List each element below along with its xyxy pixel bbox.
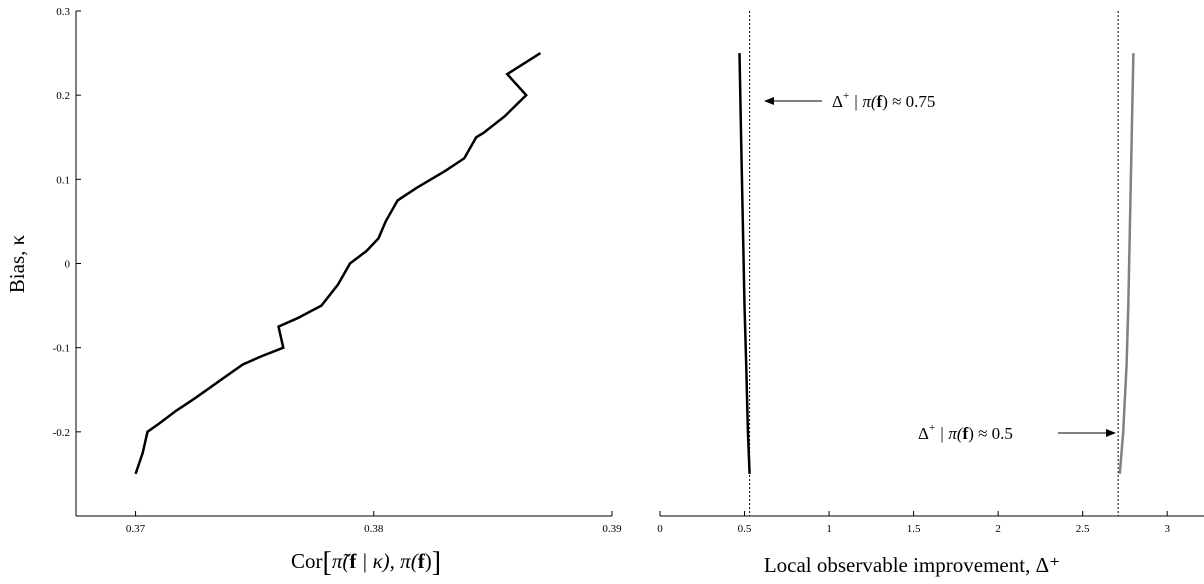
arrowhead-right-icon — [1106, 429, 1116, 437]
x-tick-label: 3 — [1164, 523, 1170, 535]
x-tick-label: 1.5 — [907, 523, 921, 535]
series-line-bias-vs-correlation — [134, 52, 542, 475]
annotation-0-75: Δ+ | π(f) ≈ 0.75 — [832, 90, 935, 111]
x-tick-label: 2 — [995, 523, 1001, 535]
left-y-axis-label: Bias, κ — [5, 234, 29, 293]
x-tick-label: 0.38 — [364, 523, 384, 535]
y-tick-label: 0.1 — [56, 174, 70, 186]
x-tick-label: 0.5 — [738, 523, 752, 535]
x-tick-label: 0 — [657, 523, 663, 535]
x-tick-label: 0.37 — [126, 523, 146, 535]
right-x-axis-label: Local observable improvement, Δ⁺ — [764, 553, 1060, 577]
left-panel: 0.30.20.10-0.1-0.2 0.37 0.38 0.39 Bias, κ … — [5, 6, 622, 578]
series-line-gray — [1118, 53, 1135, 475]
y-tick-label: -0.2 — [53, 427, 70, 439]
y-tick-label: 0 — [65, 259, 71, 271]
x-tick-label: 2.5 — [1076, 523, 1090, 535]
x-tick-label: 1 — [826, 523, 832, 535]
series-line-black — [738, 53, 751, 474]
left-x-axis-label: Cor[π̃(f | κ), π(f)] — [291, 547, 441, 578]
y-tick-label: 0.2 — [56, 90, 70, 102]
x-tick-label: 0.39 — [602, 523, 622, 535]
y-tick-label: -0.1 — [53, 343, 70, 355]
annotation-0-5: Δ+ | π(f) ≈ 0.5 — [918, 422, 1013, 443]
left-y-ticks: 0.3 0.2 0.1 0 -0.1 -0.2 — [53, 6, 81, 439]
right-panel: 0 0.5 1 1.5 2 2.5 3 Δ+ | π(f) ≈ 0.75 Δ+ | π(f)… — [657, 11, 1204, 577]
y-tick-label: 0.3 — [56, 6, 70, 18]
arrowhead-left-icon — [764, 97, 774, 105]
left-x-ticks: 0.37 0.38 0.39 — [126, 511, 622, 535]
right-x-ticks: 0 0.5 1 1.5 2 2.5 3 — [657, 511, 1170, 535]
